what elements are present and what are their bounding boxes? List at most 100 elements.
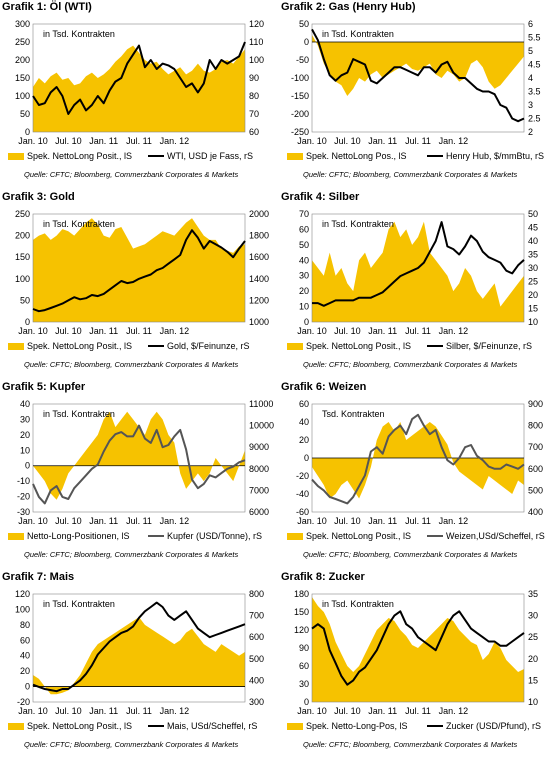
- y-right-tick-label: 10000: [249, 421, 274, 431]
- x-tick-label: Jan. 12: [439, 136, 469, 146]
- y-left-tick-label: 0: [25, 461, 30, 471]
- y-left-tick-label: -150: [291, 91, 309, 101]
- plot-frame: [32, 213, 246, 323]
- y-right-tick-label: 700: [528, 442, 543, 452]
- y-left-tick-label: 0: [304, 697, 309, 707]
- y-right-tick-label: 4: [528, 73, 533, 83]
- y-left-tick-label: 40: [20, 399, 30, 409]
- legend-label: WTI, USD je Fass, rS: [167, 151, 253, 161]
- chart-svg: Grafik 6: Weizen -60 -40 -20 0 20 40 60 400 500 60…: [281, 381, 545, 559]
- y-left-tick-label: 50: [299, 240, 309, 250]
- legend-label: Spek. Netto-Long-Pos, lS: [306, 721, 408, 731]
- legend-swatch-area: [287, 533, 303, 540]
- chart-panel-silver: Grafik 4: Silber 0 10 20 30 40 50 60 70 10 15 20 25 3…: [279, 190, 558, 380]
- x-tick-label: Jan. 11: [368, 326, 397, 336]
- plot-frame: [311, 23, 525, 133]
- y-right-tick-label: 4.5: [528, 60, 541, 70]
- y-right-tick-label: 7000: [249, 485, 269, 495]
- source-note: Quelle: CFTC; Bloomberg, Commerzbank Cor…: [303, 550, 517, 559]
- x-tick-label: Jan. 11: [89, 136, 118, 146]
- chart-svg: Grafik 7: Mais -20 0 20 40 60 80 100 120 300 400 50…: [2, 571, 264, 749]
- y-right-tick-label: 25: [528, 632, 538, 642]
- legend-label: Spek. NettoLong Posit., lS: [27, 341, 132, 351]
- y-right-tick-label: 35: [528, 589, 538, 599]
- y-left-tick-label: 250: [15, 37, 30, 47]
- y-right-tick-label: 60: [249, 127, 259, 137]
- y-right-tick-label: 30: [528, 263, 538, 273]
- chart-panel-sugar: Grafik 8: Zucker 0 30 60 90 120 150 180 10 15 20 25…: [279, 570, 558, 760]
- source-note: Quelle: CFTC; Bloomberg, Commerzbank Cor…: [303, 740, 517, 749]
- x-tick-label: Jan. 10: [18, 706, 48, 716]
- area-series: [312, 221, 524, 322]
- y-right-tick-label: 1000: [249, 317, 269, 327]
- y-left-tick-label: 70: [299, 209, 309, 219]
- chart-svg: Grafik 2: Gas (Henry Hub) -250 -200 -150 -10…: [281, 1, 544, 179]
- x-tick-label: Jul. 11: [405, 706, 431, 716]
- unit-note: in Tsd. Kontrakten: [43, 29, 115, 39]
- legend-swatch-area: [287, 343, 303, 350]
- y-right-tick-label: 3.5: [528, 87, 541, 97]
- y-left-tick-label: 200: [15, 231, 30, 241]
- unit-note: in Tsd. Kontrakten: [43, 599, 115, 609]
- y-left-tick-label: -20: [17, 697, 30, 707]
- y-right-tick-label: 500: [249, 654, 264, 664]
- x-tick-label: Jul. 10: [334, 136, 361, 146]
- y-right-tick-label: 15: [528, 304, 538, 314]
- y-right-tick-label: 11000: [249, 399, 273, 409]
- legend-swatch-area: [287, 153, 303, 160]
- x-tick-label: Jul. 10: [55, 326, 82, 336]
- chart-panel-gas: Grafik 2: Gas (Henry Hub) -250 -200 -150 -10…: [279, 0, 558, 190]
- y-left-tick-label: 120: [294, 625, 309, 635]
- y-right-tick-label: 100: [249, 55, 264, 65]
- area-series: [33, 218, 245, 322]
- y-left-tick-label: 60: [299, 661, 309, 671]
- x-tick-label: Jan. 12: [160, 326, 190, 336]
- y-right-tick-label: 20: [528, 290, 538, 300]
- y-right-tick-label: 800: [528, 421, 543, 431]
- y-left-tick-label: 20: [299, 286, 309, 296]
- unit-note: in Tsd. Kontrakten: [322, 599, 394, 609]
- y-left-tick-label: 150: [15, 252, 30, 262]
- y-left-tick-label: 10: [20, 445, 30, 455]
- legend-label: Silber, $/Feinunze, rS: [446, 341, 532, 351]
- chart-panel-wheat: Grafik 6: Weizen -60 -40 -20 0 20 40 60 400 500 60…: [279, 380, 558, 570]
- area-series: [312, 597, 524, 702]
- y-left-tick-label: 100: [15, 604, 30, 614]
- y-right-tick-label: 1200: [249, 295, 269, 305]
- y-left-tick-label: -30: [17, 507, 30, 517]
- x-tick-label: Jan. 10: [18, 136, 48, 146]
- x-tick-label: Jul. 10: [55, 706, 82, 716]
- y-right-tick-label: 1800: [249, 231, 269, 241]
- plot-frame: [311, 213, 525, 323]
- y-right-tick-label: 50: [528, 209, 538, 219]
- x-tick-label: Jan. 10: [297, 706, 327, 716]
- chart-panel-copper: Grafik 5: Kupfer -30 -20 -10 0 10 20 30 40 6000 70…: [0, 380, 279, 570]
- x-tick-label: Jul. 11: [126, 706, 152, 716]
- y-left-tick-label: -60: [296, 507, 309, 517]
- y-left-tick-label: 60: [299, 399, 309, 409]
- legend-swatch-area: [8, 153, 24, 160]
- chart-svg: Grafik 5: Kupfer -30 -20 -10 0 10 20 30 40 6000 70…: [2, 381, 274, 559]
- y-right-tick-label: 9000: [249, 442, 269, 452]
- legend-label: Spek. NettoLong Posit., lS: [306, 531, 411, 541]
- y-right-tick-label: 1400: [249, 274, 269, 284]
- line-series: [311, 610, 525, 686]
- y-right-tick-label: 1600: [249, 252, 269, 262]
- x-tick-label: Jul. 11: [405, 516, 431, 526]
- y-left-tick-label: 200: [15, 55, 30, 65]
- y-right-tick-label: 400: [528, 507, 543, 517]
- chart-svg: Grafik 3: Gold 0 50 100 150 200 250 1000 1200 140…: [2, 191, 269, 369]
- x-tick-label: Jul. 11: [405, 326, 431, 336]
- y-right-tick-label: 110: [249, 37, 263, 47]
- legend-label: Zucker (USD/Pfund), rS: [446, 721, 541, 731]
- source-note: Quelle: CFTC; Bloomberg, Commerzbank Cor…: [24, 170, 238, 179]
- y-left-tick-label: 90: [299, 643, 309, 653]
- x-tick-label: Jan. 12: [439, 326, 469, 336]
- y-left-tick-label: -250: [291, 127, 309, 137]
- y-left-tick-label: -20: [17, 492, 30, 502]
- source-note: Quelle: CFTC; Bloomberg, Commerzbank Cor…: [303, 360, 517, 369]
- area-series: [312, 422, 524, 499]
- y-right-tick-label: 5: [528, 46, 533, 56]
- plot-frame: [32, 23, 246, 133]
- y-right-tick-label: 20: [528, 654, 538, 664]
